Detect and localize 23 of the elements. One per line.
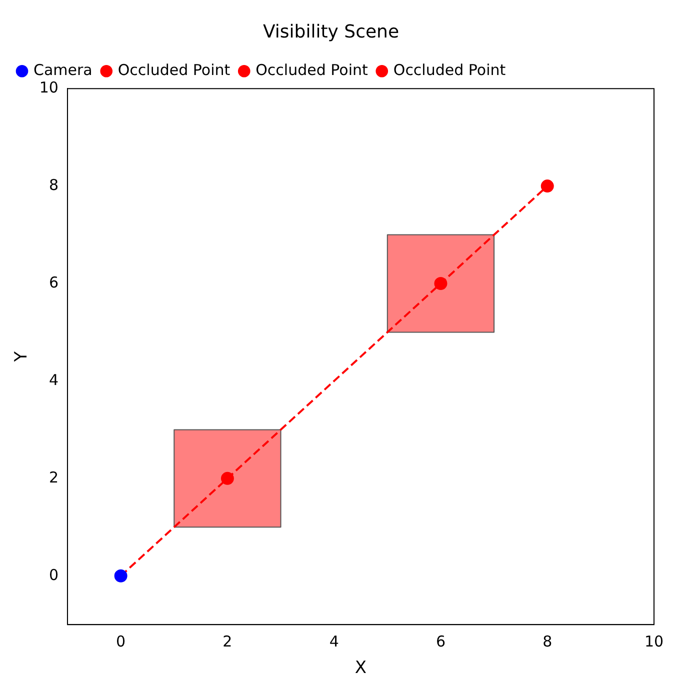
x-tick-label: 10 (644, 632, 664, 650)
legend-label: Occluded Point (118, 60, 230, 79)
legend-label: Camera (34, 60, 92, 79)
x-tick-label: 6 (436, 632, 446, 650)
y-axis-title: Y (12, 350, 32, 363)
point (220, 472, 234, 485)
y-tick-label: 8 (48, 176, 58, 194)
point (434, 277, 448, 290)
x-tick-label: 2 (222, 632, 232, 650)
point (540, 180, 554, 193)
x-tick-label: 0 (116, 632, 126, 650)
x-tick-label: 8 (542, 632, 552, 650)
y-tick-label: 6 (48, 273, 58, 292)
y-tick-label: 4 (48, 370, 58, 389)
y-tick-label: 0 (48, 566, 58, 584)
legend-label: Occluded Point (256, 60, 368, 79)
x-axis-title: X (354, 658, 367, 678)
x-tick-label: 4 (329, 632, 339, 650)
legend-label: Occluded Point (393, 60, 506, 79)
point (114, 569, 128, 582)
chart-title: Visibility Scene (262, 21, 400, 42)
y-tick-label: 2 (48, 468, 58, 486)
y-tick-label: 10 (39, 78, 58, 96)
